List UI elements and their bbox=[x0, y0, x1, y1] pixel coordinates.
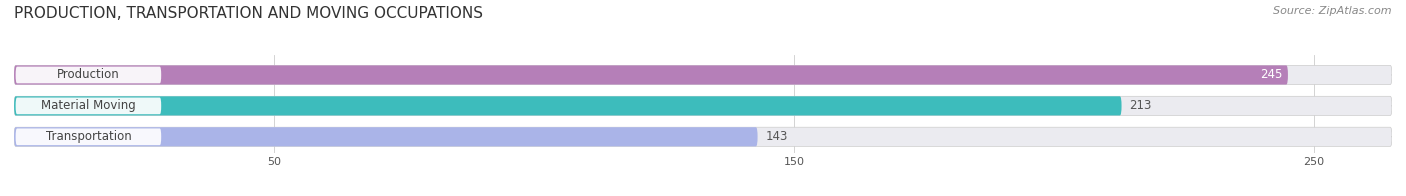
Text: Material Moving: Material Moving bbox=[41, 99, 136, 112]
Text: Production: Production bbox=[58, 68, 120, 82]
FancyBboxPatch shape bbox=[14, 127, 1392, 146]
Text: PRODUCTION, TRANSPORTATION AND MOVING OCCUPATIONS: PRODUCTION, TRANSPORTATION AND MOVING OC… bbox=[14, 6, 484, 21]
FancyBboxPatch shape bbox=[14, 96, 1122, 115]
FancyBboxPatch shape bbox=[14, 96, 1392, 115]
Text: Transportation: Transportation bbox=[45, 130, 131, 143]
FancyBboxPatch shape bbox=[15, 128, 162, 145]
FancyBboxPatch shape bbox=[14, 65, 1288, 84]
Text: 213: 213 bbox=[1129, 99, 1152, 112]
FancyBboxPatch shape bbox=[14, 127, 758, 146]
FancyBboxPatch shape bbox=[15, 98, 162, 114]
Text: 245: 245 bbox=[1260, 68, 1282, 82]
FancyBboxPatch shape bbox=[14, 65, 1392, 84]
Text: 143: 143 bbox=[765, 130, 787, 143]
FancyBboxPatch shape bbox=[15, 67, 162, 83]
Text: Source: ZipAtlas.com: Source: ZipAtlas.com bbox=[1274, 6, 1392, 16]
